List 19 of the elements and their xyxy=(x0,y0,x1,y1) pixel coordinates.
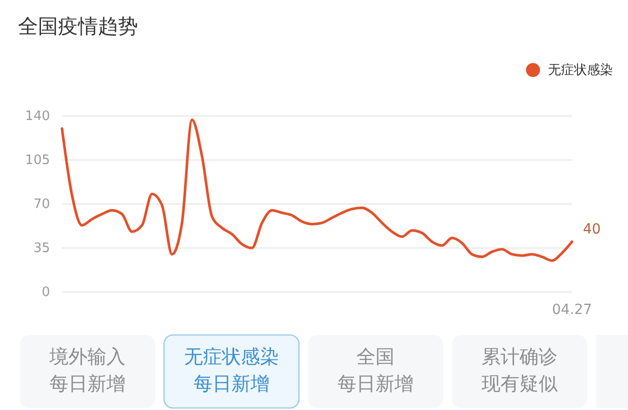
data-label: 40 xyxy=(583,222,601,238)
legend-label: 无症状感染 xyxy=(548,62,613,78)
y-tick-label: 0 xyxy=(42,284,50,300)
chart-title: 全国疫情趋势 xyxy=(18,14,138,38)
y-tick-label: 35 xyxy=(33,240,50,256)
text: 每日新增 xyxy=(50,373,126,396)
tab-button[interactable] xyxy=(163,334,300,409)
line-series xyxy=(60,118,574,262)
y-tick-label: 70 xyxy=(33,196,50,212)
text: 每日新增 xyxy=(338,373,414,396)
text: 现有疑似 xyxy=(482,373,558,396)
y-tick-label: 105 xyxy=(25,152,50,168)
text: 无症状感染 xyxy=(184,346,279,368)
text: 全国 xyxy=(356,346,394,368)
y-tick-label: 140 xyxy=(25,108,50,124)
text: 境外输入 xyxy=(48,346,126,368)
text: 每日新增 xyxy=(194,373,270,396)
text: 累计确诊 xyxy=(482,346,558,368)
x-tick-label: 04.27 xyxy=(552,302,592,318)
